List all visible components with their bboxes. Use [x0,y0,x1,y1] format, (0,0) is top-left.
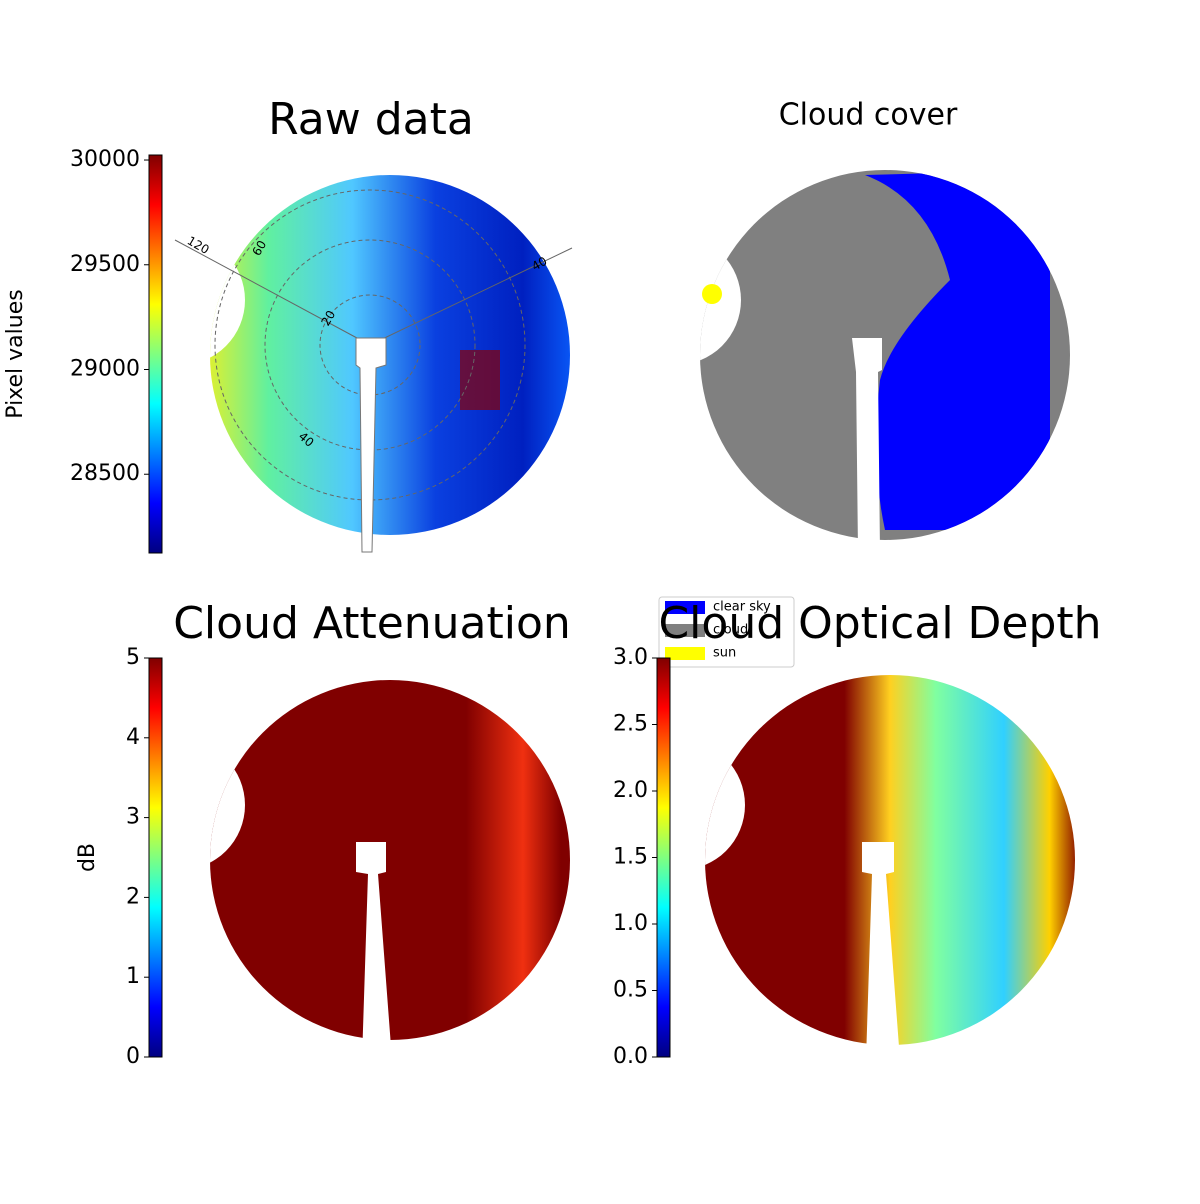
legend-label: clear sky [713,600,771,615]
tick-label: 4 [126,725,140,750]
panel-title: Raw data [268,94,474,145]
colorbar [148,154,163,554]
polar-label: 120 [185,234,212,258]
mast [852,338,882,552]
tick-label: 29000 [70,357,140,382]
tick-label: 0.0 [613,1044,648,1069]
tick-label: 1.5 [613,845,648,870]
legend-label: sun [713,646,736,661]
polar-label: 40 [529,254,549,274]
tick-label: 0 [126,1044,140,1069]
mast [862,842,900,1060]
sky-image [210,680,570,1040]
tick-label: 2 [126,884,140,909]
polar-label: 20 [319,308,339,328]
panel-title: Cloud Optical Depth [658,598,1101,649]
mast [356,842,392,1060]
y-axis-label: dB [75,843,100,872]
tick-label: 1.0 [613,911,648,936]
legend-swatch [665,647,705,660]
sun [702,284,722,304]
tick-label: 1 [126,964,140,989]
panel-title: Cloud Attenuation [173,598,571,649]
tick-label: 2.0 [613,778,648,803]
sky-image [705,675,1075,1045]
legend-swatch [665,624,705,637]
colorbar [656,657,671,1058]
legend-swatch [665,601,705,614]
panel-title: Cloud cover [779,98,958,133]
tick-label: 29500 [70,252,140,277]
tick-label: 30000 [70,147,140,172]
tick-label: 3.0 [613,645,648,670]
sky-image [210,175,570,535]
polar-label: 60 [250,238,270,258]
sky-image [700,170,1070,540]
mast [355,337,387,553]
tick-label: 0.5 [613,978,648,1003]
colorbar [148,657,163,1058]
tick-label: 3 [126,805,140,830]
tick-label: 5 [126,645,140,670]
legend-label: cloud [713,623,748,638]
y-axis-label: Pixel values [3,289,28,418]
tick-label: 28500 [70,461,140,486]
tick-label: 2.5 [613,712,648,737]
